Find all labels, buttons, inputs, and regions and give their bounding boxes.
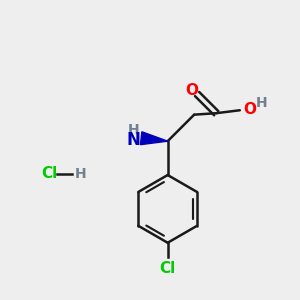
- Text: O: O: [185, 83, 198, 98]
- Polygon shape: [140, 132, 168, 145]
- Text: H: H: [128, 123, 140, 137]
- Text: H: H: [256, 96, 268, 110]
- Text: Cl: Cl: [41, 166, 57, 181]
- Text: N: N: [127, 131, 141, 149]
- Text: Cl: Cl: [160, 261, 176, 276]
- Text: O: O: [243, 102, 256, 117]
- Text: H: H: [75, 167, 86, 181]
